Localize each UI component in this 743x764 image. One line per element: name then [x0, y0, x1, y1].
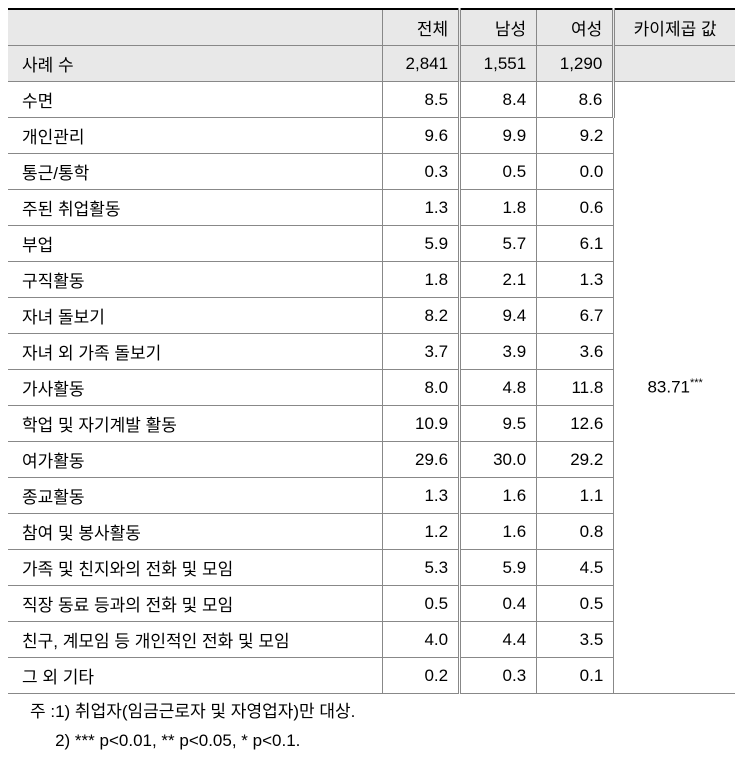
table-body: 사례 수2,8411,5511,290수면8.58.48.683.71***개인…	[8, 46, 735, 694]
row-female: 0.8	[537, 514, 614, 550]
row-female: 0.0	[537, 154, 614, 190]
row-male: 9.4	[460, 298, 537, 334]
note-prefix: 주 :	[30, 702, 55, 721]
row-label: 직장 동료 등과의 전화 및 모임	[8, 586, 383, 622]
row-total: 1.2	[383, 514, 460, 550]
row-female: 9.2	[537, 118, 614, 154]
header-total: 전체	[383, 9, 460, 46]
case-count-row: 사례 수2,8411,5511,290	[8, 46, 735, 82]
row-male: 4.8	[460, 370, 537, 406]
row-total: 1.8	[383, 262, 460, 298]
row-male: 1.8	[460, 190, 537, 226]
row-female: 6.1	[537, 226, 614, 262]
chi-stars: ***	[690, 377, 703, 389]
row-female: 0.1	[537, 658, 614, 694]
row-label: 자녀 돌보기	[8, 298, 383, 334]
row-male: 3.9	[460, 334, 537, 370]
row-male: 1.6	[460, 514, 537, 550]
row-male: 1.6	[460, 478, 537, 514]
case-chi-empty	[614, 46, 735, 82]
row-female: 8.6	[537, 82, 614, 118]
row-label: 여가활동	[8, 442, 383, 478]
row-label: 수면	[8, 82, 383, 118]
row-male: 9.9	[460, 118, 537, 154]
row-label: 통근/통학	[8, 154, 383, 190]
case-label: 사례 수	[8, 46, 383, 82]
row-male: 0.5	[460, 154, 537, 190]
row-female: 1.3	[537, 262, 614, 298]
row-label: 부업	[8, 226, 383, 262]
row-female: 0.6	[537, 190, 614, 226]
row-female: 4.5	[537, 550, 614, 586]
table-row: 수면8.58.48.683.71***	[8, 82, 735, 118]
row-label: 그 외 기타	[8, 658, 383, 694]
row-total: 5.9	[383, 226, 460, 262]
row-male: 5.7	[460, 226, 537, 262]
row-total: 10.9	[383, 406, 460, 442]
row-label: 학업 및 자기계발 활동	[8, 406, 383, 442]
header-chi: 카이제곱 값	[614, 9, 735, 46]
row-female: 12.6	[537, 406, 614, 442]
row-female: 3.5	[537, 622, 614, 658]
row-male: 0.3	[460, 658, 537, 694]
row-total: 0.2	[383, 658, 460, 694]
row-label: 가사활동	[8, 370, 383, 406]
row-female: 1.1	[537, 478, 614, 514]
row-total: 1.3	[383, 190, 460, 226]
row-female: 6.7	[537, 298, 614, 334]
row-label: 친구, 계모임 등 개인적인 전화 및 모임	[8, 622, 383, 658]
row-label: 주된 취업활동	[8, 190, 383, 226]
row-female: 11.8	[537, 370, 614, 406]
row-female: 3.6	[537, 334, 614, 370]
row-male: 4.4	[460, 622, 537, 658]
row-male: 5.9	[460, 550, 537, 586]
row-total: 3.7	[383, 334, 460, 370]
row-label: 종교활동	[8, 478, 383, 514]
chi-square-cell: 83.71***	[614, 82, 735, 694]
note-2-text: 2) *** p<0.01, ** p<0.05, * p<0.1.	[55, 731, 300, 750]
note-line-1: 주 :1) 취업자(임금근로자 및 자영업자)만 대상.	[30, 698, 735, 727]
data-table: 전체 남성 여성 카이제곱 값 사례 수2,8411,5511,290수면8.5…	[8, 8, 735, 694]
row-total: 8.2	[383, 298, 460, 334]
row-total: 9.6	[383, 118, 460, 154]
header-label	[8, 9, 383, 46]
chi-value: 83.71	[647, 378, 690, 397]
row-label: 구직활동	[8, 262, 383, 298]
row-total: 1.3	[383, 478, 460, 514]
row-label: 가족 및 친지와의 전화 및 모임	[8, 550, 383, 586]
header-female: 여성	[537, 9, 614, 46]
row-male: 9.5	[460, 406, 537, 442]
row-label: 참여 및 봉사활동	[8, 514, 383, 550]
row-female: 29.2	[537, 442, 614, 478]
row-total: 29.6	[383, 442, 460, 478]
row-female: 0.5	[537, 586, 614, 622]
row-total: 0.3	[383, 154, 460, 190]
row-male: 30.0	[460, 442, 537, 478]
row-male: 8.4	[460, 82, 537, 118]
note-line-2: 주 :2) *** p<0.01, ** p<0.05, * p<0.1.	[30, 727, 735, 756]
table-notes: 주 :1) 취업자(임금근로자 및 자영업자)만 대상. 주 :2) *** p…	[8, 698, 735, 756]
row-total: 8.5	[383, 82, 460, 118]
case-total: 2,841	[383, 46, 460, 82]
row-label: 개인관리	[8, 118, 383, 154]
row-male: 0.4	[460, 586, 537, 622]
case-female: 1,290	[537, 46, 614, 82]
note-1-text: 1) 취업자(임금근로자 및 자영업자)만 대상.	[55, 702, 355, 721]
row-total: 0.5	[383, 586, 460, 622]
row-male: 2.1	[460, 262, 537, 298]
table-header: 전체 남성 여성 카이제곱 값	[8, 9, 735, 46]
row-total: 4.0	[383, 622, 460, 658]
header-male: 남성	[460, 9, 537, 46]
row-total: 5.3	[383, 550, 460, 586]
row-total: 8.0	[383, 370, 460, 406]
row-label: 자녀 외 가족 돌보기	[8, 334, 383, 370]
case-male: 1,551	[460, 46, 537, 82]
